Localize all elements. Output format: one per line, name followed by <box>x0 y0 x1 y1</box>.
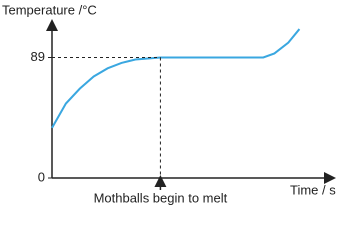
temperature-curve <box>51 28 301 129</box>
annotation: Mothballs begin to melt <box>94 190 228 205</box>
y-tick-label: 0 <box>38 169 45 184</box>
y-tick-label: 89 <box>31 49 45 64</box>
chart: Temperature /°C Time / s 0 89 Mothballs be… <box>2 2 336 205</box>
y-axis-label: Temperature /°C <box>2 2 97 17</box>
x-axis-label: Time / s <box>290 182 336 197</box>
page: {"chart_data": {"type": "line", "ylabel"… <box>2 2 337 206</box>
